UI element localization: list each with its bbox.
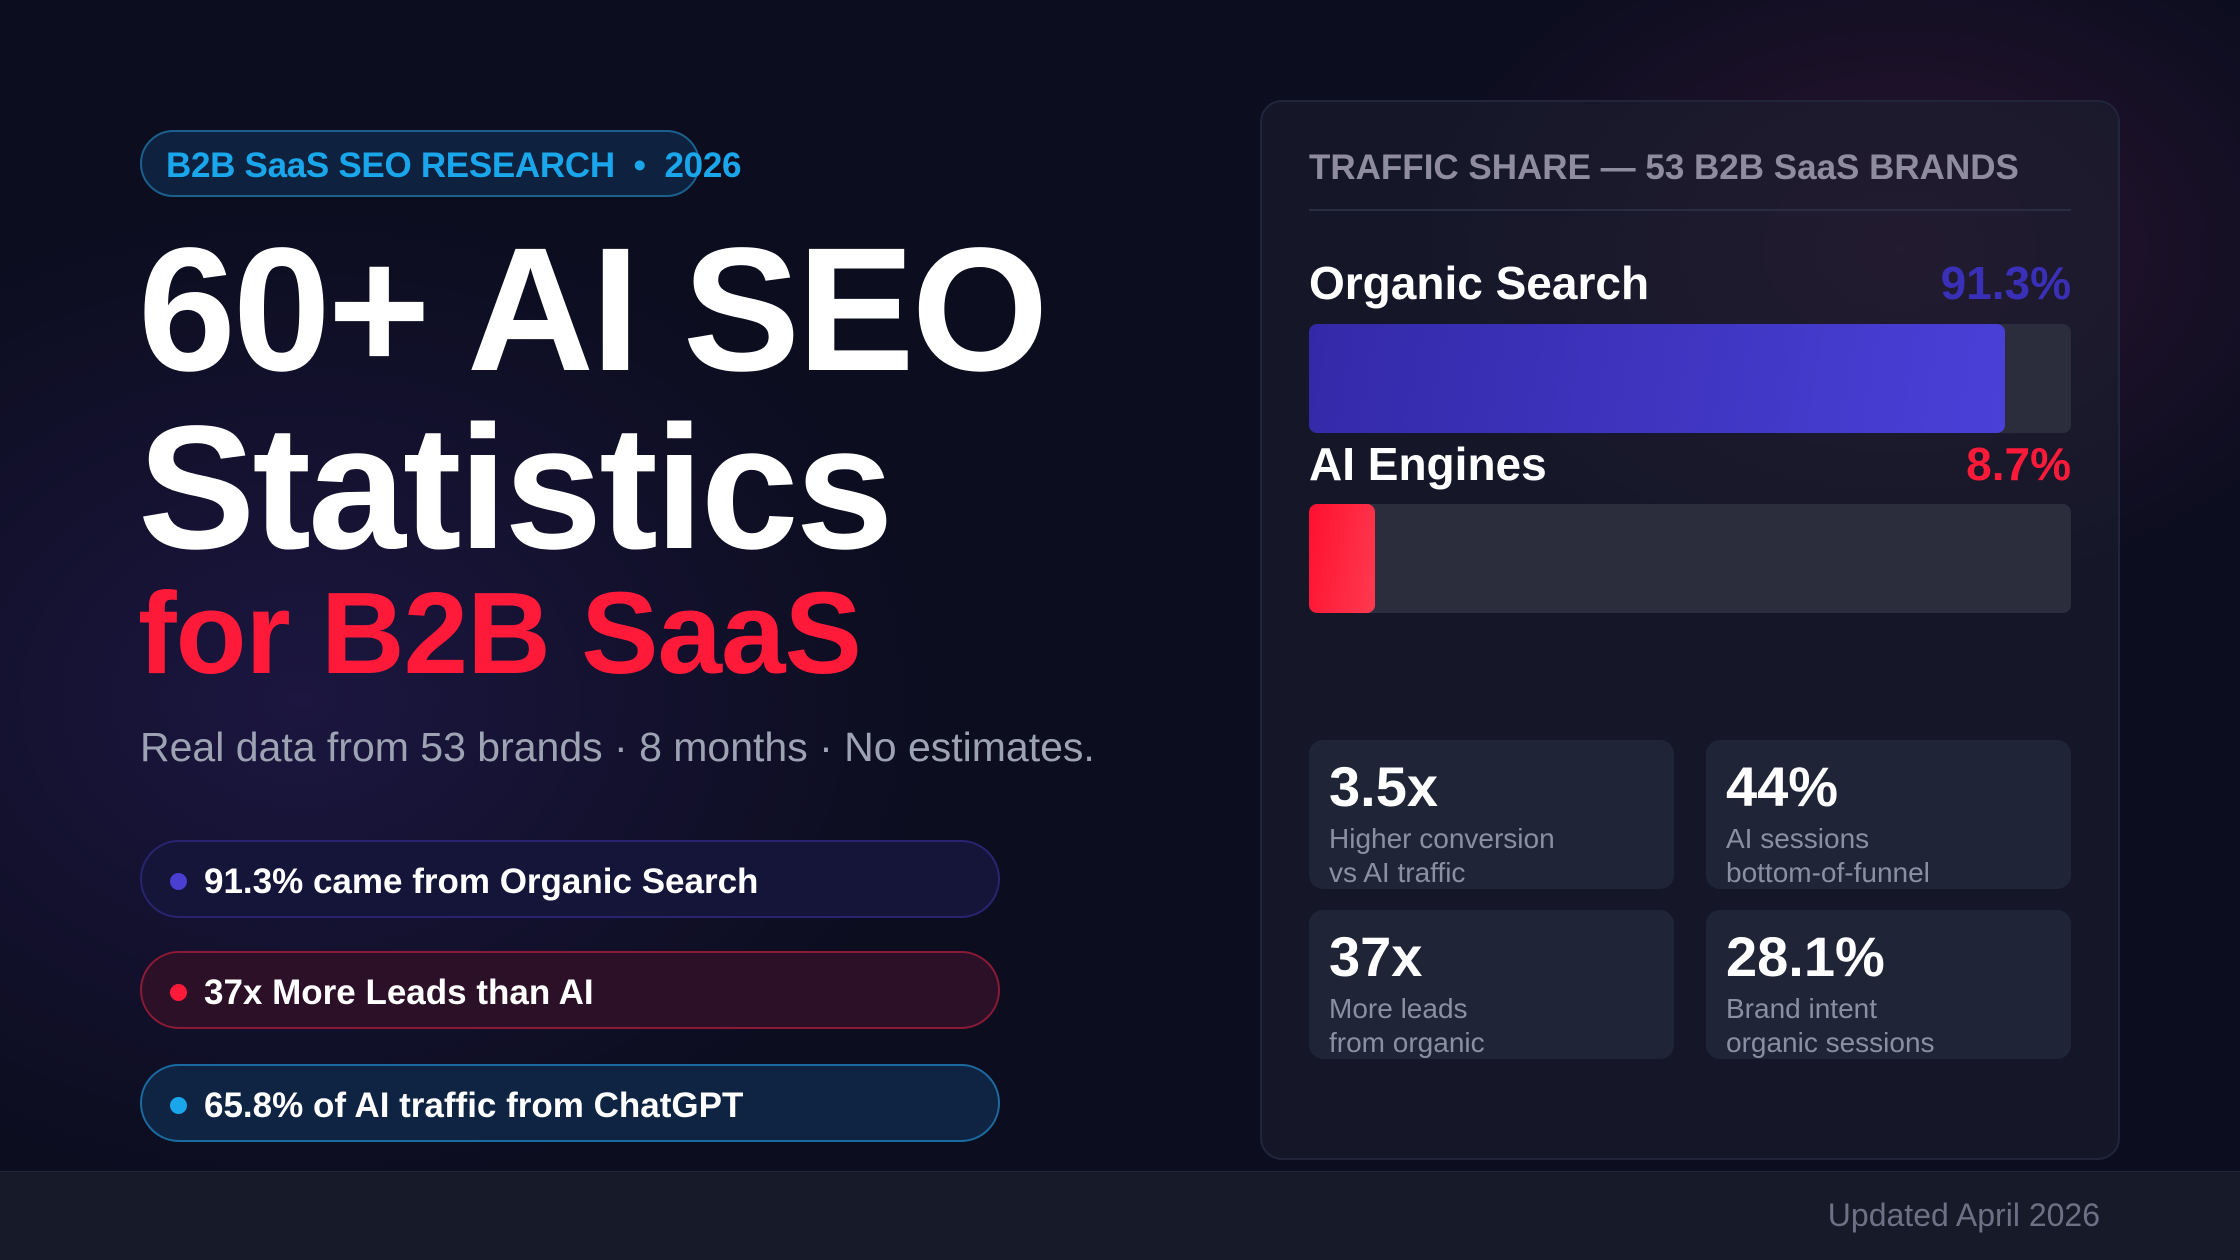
stat-desc: vs AI traffic <box>1329 857 1466 888</box>
highlight-pill-leads: 37x More Leads than AI <box>140 951 1000 1029</box>
category-badge: B2B SaaS SEO RESEARCH • 2026 <box>140 130 741 197</box>
bar-label-ai: AI Engines <box>1309 438 1547 490</box>
stat-desc: More leads <box>1329 993 1468 1024</box>
stat-desc: from organic <box>1329 1027 1485 1058</box>
stat-desc: organic sessions <box>1726 1027 1935 1058</box>
bar-track-ai <box>1309 504 2071 613</box>
stat-value: 37x <box>1329 925 1423 988</box>
highlight-text: 91.3% came from Organic Search <box>204 862 759 901</box>
subtitle: Real data from 53 brands · 8 months · No… <box>140 724 1095 770</box>
footer-bar: Updated April 2026 <box>0 1171 2240 1260</box>
bar-value-organic: 91.3% <box>1940 257 2071 309</box>
stat-card: 28.1% Brand intent organic sessions <box>1706 910 2071 1059</box>
stat-desc: AI sessions <box>1726 823 1870 854</box>
stat-desc: bottom-of-funnel <box>1726 857 1930 888</box>
bar-value-ai: 8.7% <box>1966 438 2071 490</box>
bar-fill-ai <box>1309 504 1376 613</box>
bar-track-organic <box>1309 324 2071 433</box>
updated-date: Updated April 2026 <box>1827 1197 2100 1233</box>
stat-card: 44% AI sessions bottom-of-funnel <box>1706 740 2071 889</box>
stat-card: 3.5x Higher conversion vs AI traffic <box>1309 740 1674 889</box>
stat-value: 3.5x <box>1329 755 1438 818</box>
badge-text: B2B SaaS SEO RESEARCH • 2026 <box>166 146 742 185</box>
bar-label-organic: Organic Search <box>1309 257 1650 309</box>
highlight-pill-chatgpt: 65.8% of AI traffic from ChatGPT <box>140 1064 1000 1142</box>
stat-desc: Higher conversion <box>1329 823 1555 854</box>
bullet-dot-icon <box>170 873 187 890</box>
bullet-dot-icon <box>170 984 187 1001</box>
title-line-1: 60+ AI SEO <box>138 212 1048 408</box>
stat-value: 28.1% <box>1726 925 1885 988</box>
title-line-2: Statistics <box>138 390 894 586</box>
highlight-pill-organic: 91.3% came from Organic Search <box>140 840 1000 918</box>
stat-desc: Brand intent <box>1726 993 1877 1024</box>
stat-value: 44% <box>1726 755 1839 818</box>
stat-card: 37x More leads from organic <box>1309 910 1674 1059</box>
bullet-dot-icon <box>170 1097 187 1114</box>
panel-heading: TRAFFIC SHARE — 53 B2B SaaS BRANDS <box>1309 148 2019 187</box>
highlight-text: 65.8% of AI traffic from ChatGPT <box>204 1086 744 1125</box>
bar-fill-organic <box>1309 324 2005 433</box>
title-line-3: for B2B SaaS <box>138 568 862 698</box>
panel-divider <box>1309 209 2071 211</box>
highlight-text: 37x More Leads than AI <box>204 973 594 1012</box>
